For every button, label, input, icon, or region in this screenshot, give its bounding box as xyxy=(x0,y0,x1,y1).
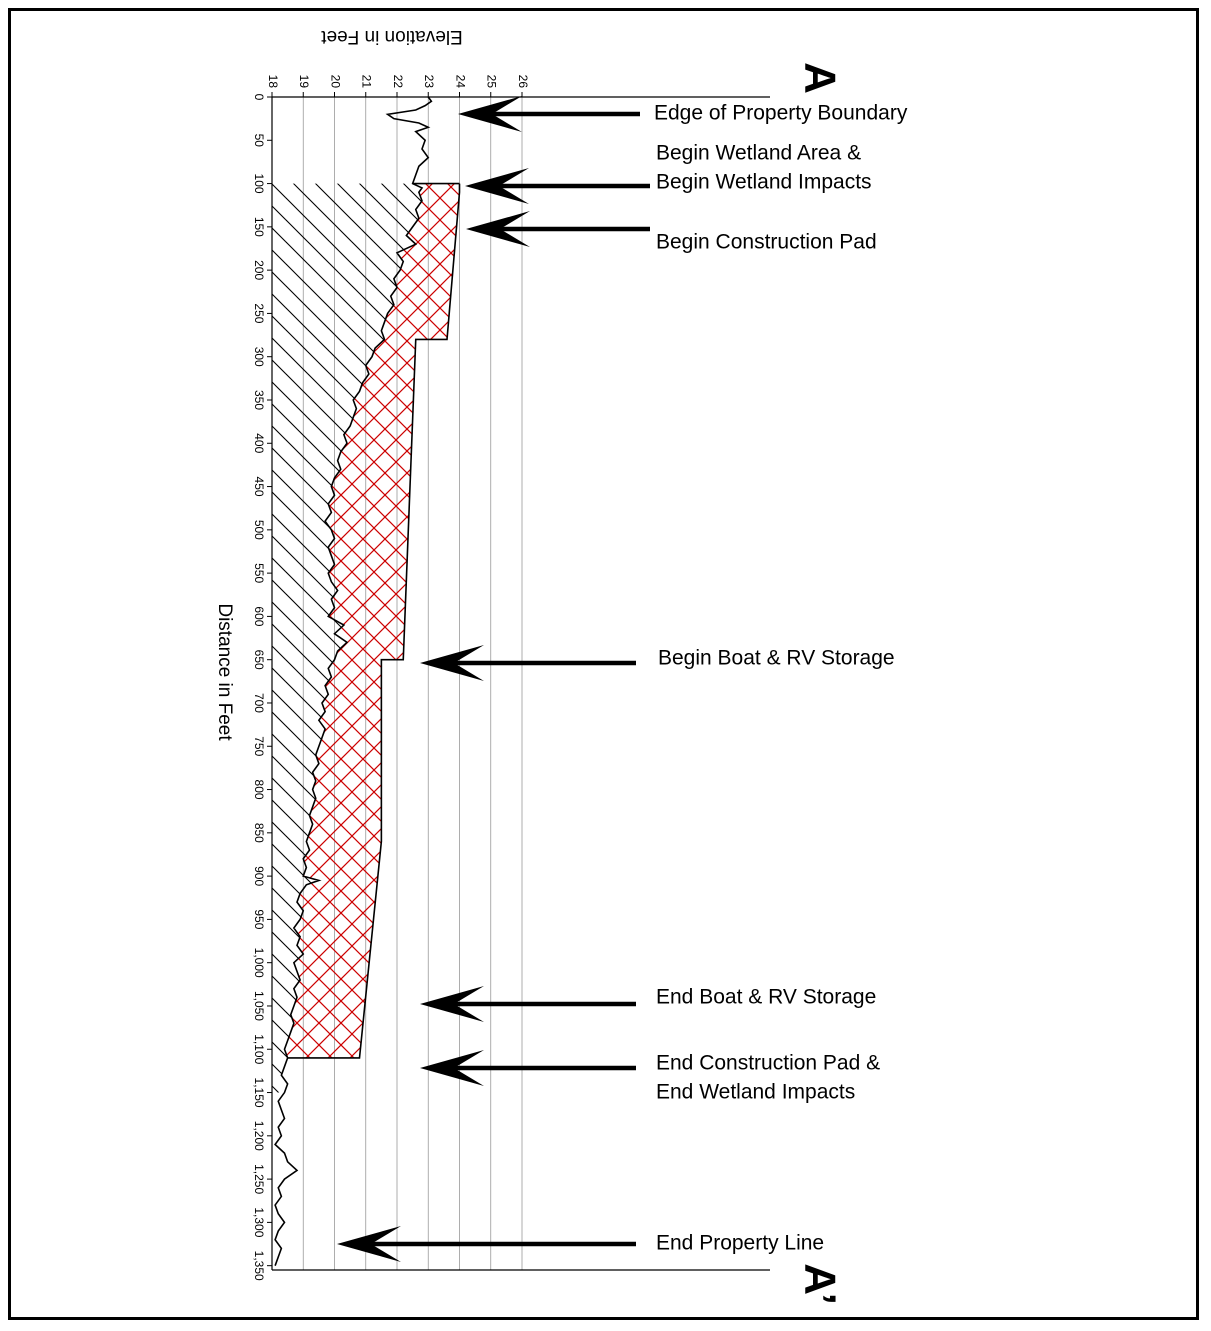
annotations: Edge of Property Boundary Begin Wetland A… xyxy=(337,96,908,1262)
x-tick-label-14: 700 xyxy=(252,693,266,713)
y-axis-title: Elevation in Feet xyxy=(321,26,463,47)
x-tick-label-24: 1,200 xyxy=(252,1121,266,1151)
x-tick-label-1: 50 xyxy=(252,134,266,148)
x-tick-label-15: 750 xyxy=(252,736,266,756)
x-tick-label-13: 650 xyxy=(252,650,266,670)
figure-border xyxy=(8,8,1199,1320)
callout-label-4: Begin Boat & RV Storage xyxy=(658,647,895,670)
x-tick-label-12: 600 xyxy=(252,606,266,626)
plot-area xyxy=(272,96,461,1266)
marker-start: A xyxy=(795,62,844,94)
callout-label-3: Begin Construction Pad xyxy=(656,231,877,254)
callout-label-8: End Property Line xyxy=(656,1232,824,1255)
x-tick-label-16: 800 xyxy=(252,780,266,800)
x-axis-title: Distance in Feet xyxy=(214,603,235,741)
y-tick-label-7: 25 xyxy=(485,75,499,89)
x-tick-label-6: 300 xyxy=(252,347,266,367)
x-tick-label-17: 850 xyxy=(252,823,266,843)
y-tick-label-6: 24 xyxy=(453,75,467,89)
x-tick-label-9: 450 xyxy=(252,477,266,497)
y-tick-label-3: 21 xyxy=(360,75,374,89)
x-tick-label-3: 150 xyxy=(252,217,266,237)
x-tick-label-10: 500 xyxy=(252,520,266,540)
callout-label-5: End Boat & RV Storage xyxy=(656,986,876,1009)
x-tick-label-18: 900 xyxy=(252,866,266,886)
x-tick-label-11: 550 xyxy=(252,563,266,583)
callout-label-7: End Wetland Impacts xyxy=(656,1081,855,1104)
x-tick-label-27: 1,350 xyxy=(252,1251,266,1281)
x-tick-label-23: 1,150 xyxy=(252,1078,266,1108)
callout-label-2: Begin Wetland Impacts xyxy=(656,171,872,194)
callout-label-0: Edge of Property Boundary xyxy=(654,102,908,125)
callout-arrowhead-8 xyxy=(337,1226,401,1262)
y-tick-label-8: 26 xyxy=(516,75,530,89)
x-tick-label-19: 950 xyxy=(252,909,266,929)
y-tick-label-4: 22 xyxy=(391,75,405,89)
x-tick-label-5: 250 xyxy=(252,303,266,323)
callout-label-1: Begin Wetland Area & xyxy=(656,142,861,165)
wetland-hatch-area xyxy=(272,183,422,1093)
x-tick-label-25: 1,250 xyxy=(252,1164,266,1194)
callout-arrowhead-7 xyxy=(420,1050,484,1086)
callout-arrowhead-3 xyxy=(466,211,530,247)
construction-pad-fill xyxy=(284,183,460,1058)
callout-arrowhead-4 xyxy=(420,645,484,681)
x-tick-label-4: 200 xyxy=(252,260,266,280)
y-tick-label-2: 20 xyxy=(328,75,342,89)
y-tick-label-1: 19 xyxy=(297,75,311,89)
x-tick-label-21: 1,050 xyxy=(252,991,266,1021)
y-tick-label-0: 18 xyxy=(266,75,280,89)
x-tick-label-20: 1,000 xyxy=(252,948,266,978)
marker-end: A’ xyxy=(795,1263,844,1305)
x-tick-label-8: 400 xyxy=(252,433,266,453)
ground-profile-line xyxy=(274,96,433,1266)
callout-arrowhead-0 xyxy=(458,96,522,132)
callout-label-6: End Construction Pad & xyxy=(656,1052,880,1075)
callout-arrowhead-5 xyxy=(420,986,484,1022)
construction-pad-line xyxy=(287,183,461,1059)
x-tick-label-22: 1,100 xyxy=(252,1034,266,1064)
y-tick-label-5: 23 xyxy=(422,75,436,89)
x-tick-label-2: 100 xyxy=(252,174,266,194)
callout-arrowhead-2 xyxy=(465,168,529,204)
axis-ticks: 18 19 20 21 22 23 24 25 26 0 50 100 150 200 250 300 350 4… xyxy=(252,75,530,1281)
x-tick-label-26: 1,300 xyxy=(252,1207,266,1237)
x-tick-label-7: 350 xyxy=(252,390,266,410)
x-tick-label-0: 0 xyxy=(252,94,266,101)
